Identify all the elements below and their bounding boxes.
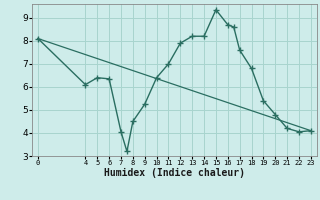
X-axis label: Humidex (Indice chaleur): Humidex (Indice chaleur) [104, 168, 245, 178]
